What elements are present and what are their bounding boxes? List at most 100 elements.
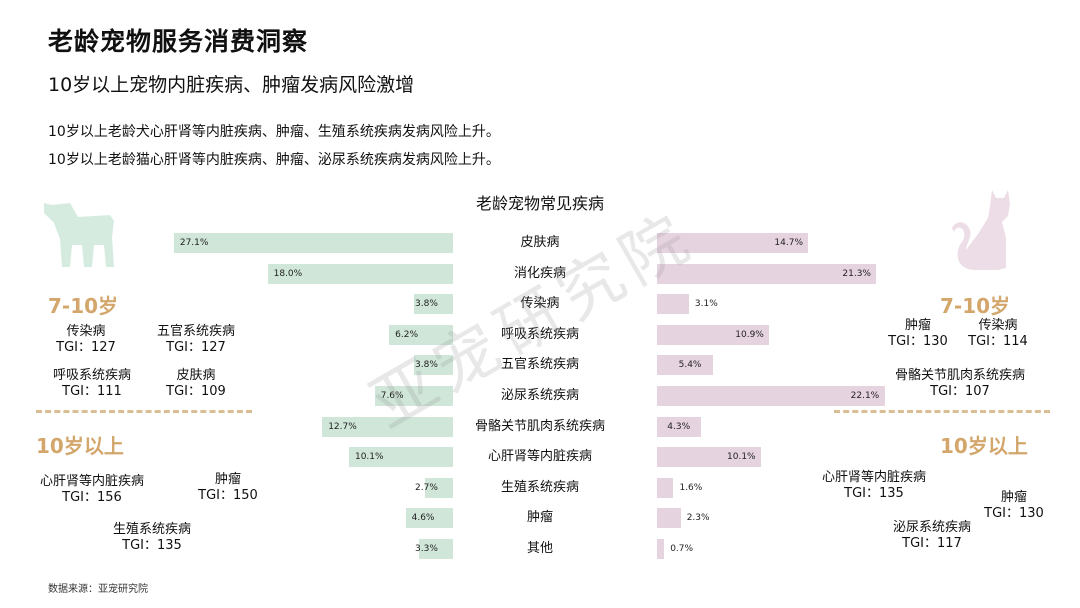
cat-bar (657, 233, 809, 253)
dog-bar-label: 4.6% (411, 513, 435, 524)
tgi-name: 生殖系统疾病 (112, 522, 191, 537)
cat-tgi-item: 心肝肾等内脏疾病 TGI：135 (812, 470, 936, 502)
dog-bar-label: 3.8% (415, 299, 438, 310)
cat-bar (657, 263, 877, 284)
cat-bar (657, 416, 702, 437)
tgi-value: TGI：135 (122, 538, 182, 553)
dog-bar-label: 12.7% (328, 421, 357, 432)
dog-bar (413, 294, 453, 315)
dog-bar-label: 3.3% (415, 544, 438, 554)
dog-bar (413, 355, 453, 376)
tgi-name: 五官系统疾病 (156, 324, 235, 339)
data-source: 数据来源：亚宠研究院 (48, 584, 148, 595)
category-label: 传染病 (520, 296, 560, 312)
tgi-value: TGI：130 (984, 506, 1044, 521)
cat-bar (657, 539, 665, 559)
tgi-value: TGI：150 (198, 488, 258, 503)
tgi-name: 肿瘤 (1000, 490, 1027, 505)
cat-bar-label: 4.3% (667, 421, 691, 432)
category-label: 五官系统疾病 (500, 357, 579, 373)
category-label: 生殖系统疾病 (500, 479, 579, 495)
cat-bar (657, 508, 681, 529)
description-dog: 10岁以上老龄犬心肝肾等内脏疾病、肿瘤、生殖系统疾病发病风险上升。 (48, 124, 500, 140)
dog-tgi-item: 肿瘤 TGI：150 (190, 472, 266, 504)
dog-tgi-item: 传染病 TGI：127 (40, 324, 132, 356)
dog-tgi-item: 心肝肾等内脏疾病 TGI：156 (36, 474, 148, 506)
cat-bar-label: 1.6% (679, 482, 703, 493)
tgi-name: 肿瘤 (904, 318, 931, 333)
dog-silhouette-icon (44, 203, 114, 267)
dog-bar (173, 233, 453, 253)
dog-tgi-item: 生殖系统疾病 TGI：135 (104, 522, 200, 554)
category-label: 泌尿系统疾病 (500, 388, 579, 403)
tgi-value: TGI：156 (62, 490, 122, 505)
cat-bar-label: 10.1% (727, 452, 756, 463)
tgi-value: TGI：114 (968, 334, 1028, 349)
cat-bar (657, 324, 770, 345)
dog-bar (419, 539, 453, 559)
cat-bar (657, 447, 762, 468)
tgi-value: TGI：127 (56, 340, 116, 355)
dog-age-7-10-heading: 7-10岁 (48, 294, 119, 318)
chart-title: 老龄宠物常见疾病 (475, 194, 604, 213)
cat-bar-label: 2.3% (686, 513, 710, 524)
cat-tgi-item: 泌尿系统疾病 TGI：117 (880, 520, 984, 552)
tgi-value: TGI：107 (930, 384, 990, 399)
page-subtitle: 10岁以上宠物内脏疾病、肿瘤发病风险激增 (48, 74, 415, 96)
cat-tgi-item: 肿瘤 TGI：130 (880, 318, 956, 350)
cat-age-7-10-heading: 7-10岁 (940, 294, 1011, 318)
description-cat: 10岁以上老龄猫心肝肾等内脏疾病、肿瘤、泌尿系统疾病发病风险上升。 (48, 152, 500, 168)
tgi-value: TGI：130 (888, 334, 948, 349)
tgi-name: 心肝肾等内脏疾病 (821, 470, 926, 485)
tgi-name: 传染病 (66, 324, 106, 339)
cat-tgi-item: 骨骼关节肌肉系统疾病 TGI：107 (886, 368, 1034, 400)
dog-bar (348, 447, 453, 468)
dog-tgi-item: 呼吸系统疾病 TGI：111 (40, 368, 144, 400)
cat-bar (657, 294, 689, 315)
tgi-value: TGI：117 (902, 536, 962, 551)
cat-bar (657, 355, 713, 376)
cat-bar-label: 14.7% (774, 238, 803, 248)
dog-bar-label: 3.8% (415, 360, 438, 371)
cat-tgi-item: 传染病 TGI：114 (962, 318, 1034, 350)
tgi-name: 骨骼关节肌肉系统疾病 (894, 368, 1025, 383)
dog-tgi-item: 皮肤病 TGI：109 (160, 368, 232, 400)
dog-bar-label: 18.0% (273, 268, 303, 279)
page-title: 老龄宠物服务消费洞察 (48, 27, 309, 56)
dog-age-10plus-heading: 10岁以上 (36, 434, 124, 458)
tgi-value: TGI：109 (166, 384, 226, 399)
category-label: 皮肤病 (520, 235, 560, 250)
cat-bar-label: 0.7% (670, 544, 694, 554)
category-label: 呼吸系统疾病 (500, 326, 579, 342)
tgi-value: TGI：127 (166, 340, 226, 355)
cat-age-10plus-heading: 10岁以上 (940, 434, 1028, 458)
dog-bar (374, 386, 453, 406)
dog-bar-label: 7.6% (380, 391, 404, 401)
tgi-name: 泌尿系统疾病 (892, 520, 971, 535)
cat-divider (834, 410, 1050, 413)
dog-tgi-item: 五官系统疾病 TGI：127 (148, 324, 244, 356)
category-label: 消化疾病 (513, 265, 566, 281)
cat-bar (657, 477, 674, 498)
cat-bar-label: 5.4% (678, 360, 702, 371)
tgi-value: TGI：111 (62, 384, 122, 399)
tgi-value: TGI：135 (844, 486, 904, 501)
cat-bar-label: 10.9% (735, 329, 764, 340)
cat-bar (657, 386, 885, 406)
dog-bar-label: 2.7% (415, 482, 438, 493)
tgi-name: 心肝肾等内脏疾病 (39, 474, 144, 489)
tgi-name: 传染病 (978, 318, 1018, 333)
dog-bar (322, 416, 453, 437)
tgi-name: 肿瘤 (214, 472, 241, 487)
dog-divider (36, 410, 252, 413)
category-label: 心肝肾等内脏疾病 (487, 449, 592, 465)
cat-bar-label: 3.1% (694, 299, 718, 310)
dog-bar-label: 6.2% (395, 329, 418, 340)
cat-silhouette-icon (952, 190, 1010, 270)
cat-tgi-item: 肿瘤 TGI：130 (976, 490, 1052, 522)
tgi-name: 皮肤病 (176, 368, 216, 383)
dog-bar-label: 10.1% (354, 452, 384, 463)
cat-bar-label: 22.1% (850, 391, 880, 401)
dog-bar-label: 27.1% (179, 238, 209, 248)
